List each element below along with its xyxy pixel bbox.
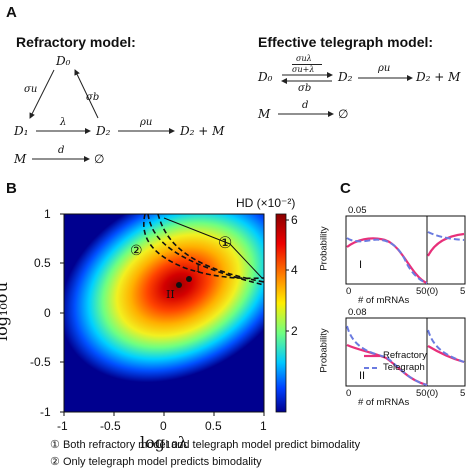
tel-rate-d: d <box>302 100 309 111</box>
xtick-minus-1: -1 <box>57 419 68 433</box>
bimodality-boundaries <box>143 214 264 286</box>
arrow-d0-d1 <box>29 69 55 119</box>
tel-node-d2: D₂ <box>338 70 353 84</box>
bottom-xlabel: # of mRNAs <box>358 397 410 408</box>
footnote-one: ① Both refractory model and telegraph mo… <box>50 438 360 451</box>
boundary-curve-3 <box>143 214 264 280</box>
bottom-ylabel: Probability <box>318 328 330 373</box>
top-xlabel: # of mRNAs <box>358 295 410 306</box>
bottom-roman-label: II <box>359 370 366 382</box>
node-d0: D₀ <box>56 54 71 68</box>
footnote-two-text: Only telegraph model predicts bimodality <box>62 456 262 468</box>
footnote-one-text: Both refractory model and telegraph mode… <box>62 439 361 451</box>
colorbar-tick-2: 2 <box>291 324 298 338</box>
rate-sigma-u: σu <box>24 84 38 95</box>
refractory-model-title: Refractory model: <box>16 34 136 50</box>
colorbar-title: HD (×10⁻²) <box>236 196 296 210</box>
bottom-xtick-50: 50(0) <box>416 388 439 399</box>
arrow-d2-d0 <box>74 69 99 119</box>
tel-rate-sigma-b: σb <box>298 83 312 94</box>
top-roman-label: I <box>359 259 363 271</box>
colorbar-ticks <box>286 219 289 332</box>
bottom-inset-frame <box>426 317 466 387</box>
top-ylabel: Probability <box>318 226 330 271</box>
tel-node-empty-set: ∅ <box>338 107 349 121</box>
colorbar <box>275 213 287 413</box>
bottom-inset-telegraph-curve <box>427 329 465 363</box>
node-m: M <box>14 152 27 166</box>
top-xtick-5: 5 <box>460 286 466 297</box>
region-one-marker: ① <box>218 235 233 252</box>
point-I <box>186 276 192 282</box>
boundary-curve-2 <box>157 214 264 283</box>
telegraph-model-title: Effective telegraph model: <box>258 34 434 50</box>
top-inset-telegraph-curve <box>427 231 465 241</box>
rate-sigma-b: σb <box>86 92 100 103</box>
rate-forward-numerator: σuλ <box>296 54 312 63</box>
bottom-ymax: 0.08 <box>348 307 367 318</box>
reaction-arrows <box>29 69 413 162</box>
xtick-1: 1 <box>260 419 267 433</box>
fraction-bar <box>292 64 322 65</box>
node-product: D₂ + M <box>180 124 225 138</box>
tel-node-m: M <box>258 107 271 121</box>
point-label-II: II <box>166 288 175 301</box>
node-d1: D₁ <box>14 124 29 138</box>
region-pointer-lines <box>163 217 263 279</box>
rate-lambda: λ <box>60 117 67 128</box>
bottom-xtick-0: 0 <box>346 388 352 399</box>
tel-rate-rho-u: ρu <box>378 63 391 74</box>
ytick-1: 1 <box>44 207 51 221</box>
rate-d: d <box>58 145 65 156</box>
tel-node-d0: D₀ <box>258 70 273 84</box>
point-label-I: I <box>196 262 201 275</box>
legend-refractory-label: Refractory <box>383 350 427 361</box>
top-inset-refractory-curve <box>427 232 465 257</box>
xtick-minus-0.5: -0.5 <box>100 419 121 433</box>
panel-b-letter: B <box>6 180 17 197</box>
colorbar-tick-4: 4 <box>291 263 298 277</box>
x-axis-label: log₁₀λ <box>140 433 188 452</box>
footnote-one-mark: ① <box>50 439 60 451</box>
ytick-minus-0.5: -0.5 <box>30 355 51 369</box>
panel-a-letter: A <box>6 4 17 21</box>
region-two-marker: ② <box>130 242 143 258</box>
node-empty-set: ∅ <box>94 152 105 166</box>
legend-telegraph-label: Telegraph <box>383 362 425 373</box>
top-xtick-0: 0 <box>346 286 352 297</box>
ytick-0: 0 <box>44 306 51 320</box>
tel-node-product: D₂ + M <box>416 70 461 84</box>
panel-c-letter: C <box>340 180 351 197</box>
top-inset-frame <box>426 215 466 285</box>
ytick-0.5: 0.5 <box>34 256 51 270</box>
boundary-curve-1 <box>147 214 264 286</box>
bottom-refractory-curve <box>346 343 428 387</box>
point-II <box>176 282 182 288</box>
rate-rho-u: ρu <box>140 117 153 128</box>
xtick-0.5: 0.5 <box>205 419 222 433</box>
top-telegraph-curve <box>346 237 428 284</box>
rate-forward-denominator: σu+λ <box>292 65 315 74</box>
bottom-xtick-5: 5 <box>460 388 466 399</box>
node-d2: D₂ <box>96 124 111 138</box>
xtick-0: 0 <box>160 419 167 433</box>
bottom-telegraph-curve <box>346 325 428 386</box>
top-ymax: 0.05 <box>348 205 367 216</box>
heatmap-ticks <box>60 213 265 416</box>
ytick-minus-1: -1 <box>40 405 51 419</box>
top-xtick-50: 50(0) <box>416 286 439 297</box>
footnote-two: ② Only telegraph model predicts bimodali… <box>50 455 262 468</box>
footnote-two-mark: ② <box>50 456 60 468</box>
colorbar-tick-6: 6 <box>291 213 298 227</box>
heatmap-surface <box>64 214 264 412</box>
